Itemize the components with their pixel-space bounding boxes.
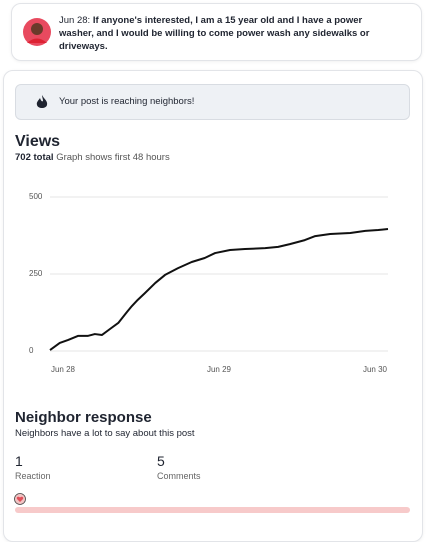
banner-text: Your post is reaching neighbors! [59, 96, 195, 107]
fire-icon [36, 95, 48, 108]
post-text: Jun 28: If anyone's interested, I am a 1… [59, 14, 399, 53]
stat-value: 5 [157, 453, 165, 469]
x-tick-label: Jun 29 [207, 365, 232, 374]
post-card[interactable]: Jun 28: If anyone's interested, I am a 1… [11, 3, 422, 61]
y-tick-label: 500 [29, 192, 43, 201]
y-tick-label: 250 [29, 269, 43, 278]
views-chart: 0 250 500 Jun 28 Jun 29 Jun 30 [29, 192, 389, 374]
y-tick-label: 0 [29, 346, 34, 355]
views-total: 702 total [15, 152, 54, 163]
reaction-bar [15, 507, 410, 513]
page: Jun 28: If anyone's interested, I am a 1… [3, 3, 423, 542]
views-line [49, 228, 389, 351]
stat-label: Reaction [15, 471, 51, 481]
banner: Your post is reaching neighbors! [15, 84, 410, 120]
post-body: If anyone's interested, I am a 15 year o… [59, 15, 370, 52]
stat-value: 1 [15, 453, 23, 469]
views-title: Views [15, 133, 61, 150]
insights-card [3, 70, 423, 542]
x-tick-label: Jun 28 [51, 365, 76, 374]
stat-label: Comments [157, 471, 201, 481]
response-title: Neighbor response [15, 409, 152, 426]
post-date: Jun 28: [59, 15, 91, 26]
x-tick-label: Jun 30 [363, 365, 388, 374]
views-note: Graph shows first 48 hours [56, 152, 170, 163]
heart-icon [14, 493, 26, 505]
views-summary: 702 total Graph shows first 48 hours [15, 152, 170, 163]
avatar [23, 18, 51, 46]
response-subtitle: Neighbors have a lot to say about this p… [15, 428, 195, 439]
